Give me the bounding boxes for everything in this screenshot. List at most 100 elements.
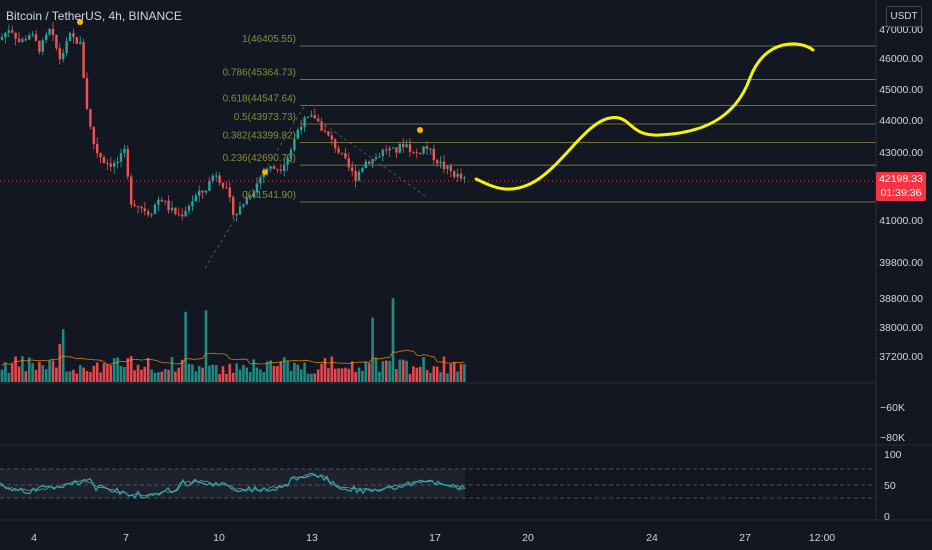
fib-level-label: 0.786(45364.73) — [223, 67, 296, 78]
volume-bar — [371, 317, 374, 382]
candle-body — [276, 168, 279, 170]
volume-tick-label: −80K — [880, 432, 905, 444]
candle-body — [436, 160, 439, 164]
candle-body — [245, 197, 248, 205]
candle-body — [255, 183, 259, 193]
volume-bar — [126, 358, 130, 382]
volume-bar — [174, 371, 177, 382]
candle-body — [368, 161, 371, 164]
volume-bar — [364, 361, 368, 382]
volume-bar — [238, 369, 242, 382]
candle-body — [269, 166, 272, 169]
volume-pane — [0, 298, 466, 382]
time-tick-label: 27 — [739, 532, 751, 544]
candle-body — [330, 135, 333, 140]
candle-body — [300, 126, 303, 130]
volume-bar — [197, 365, 201, 382]
candle-body — [432, 148, 435, 161]
volume-bar — [242, 365, 245, 382]
volume-bar — [85, 371, 89, 382]
candle-body — [378, 156, 381, 158]
fib-level-label: 0(41541.90) — [242, 190, 296, 201]
fib-level-label: 0.5(43973.73) — [234, 112, 296, 123]
candle-body — [48, 28, 51, 35]
volume-bar — [143, 366, 147, 382]
candle-body — [150, 213, 153, 215]
volume-bar — [306, 373, 310, 382]
candle-body — [51, 28, 55, 35]
candle-body — [191, 201, 194, 207]
volume-bar — [418, 366, 422, 382]
rsi-tick-label: 0 — [884, 511, 890, 523]
volume-bar — [201, 367, 204, 382]
volume-bar — [48, 360, 51, 382]
candle-body — [177, 213, 180, 215]
fibonacci-retracement[interactable]: 1(46405.55) 0.786(45364.73) 0.618(44547.64… — [0, 34, 876, 269]
currency-button[interactable]: USDT — [886, 6, 922, 27]
volume-bar — [412, 366, 415, 382]
candle-body — [446, 166, 449, 169]
candle-body — [425, 146, 429, 149]
volume-bar — [354, 371, 357, 382]
candle-body — [157, 199, 160, 205]
projection-drawing[interactable] — [474, 42, 815, 191]
candle-body — [96, 144, 99, 153]
candle-body — [75, 37, 78, 44]
candle-body — [55, 34, 58, 49]
candle-body — [344, 153, 347, 159]
candle-body — [232, 197, 235, 215]
volume-bar — [401, 359, 405, 382]
candle-body — [313, 115, 316, 119]
volume-bar — [265, 361, 269, 382]
volume-bar — [320, 363, 323, 382]
volume-ma-line — [1, 349, 465, 366]
volume-bar — [456, 371, 459, 382]
candle-body — [296, 129, 299, 139]
price-tick-label: 43000.00 — [879, 147, 923, 159]
volume-bar — [17, 366, 21, 382]
candle-body — [221, 182, 225, 188]
rsi-pane — [0, 468, 876, 500]
candle-body — [17, 38, 21, 42]
volume-bar — [422, 356, 425, 382]
volume-bar — [24, 371, 28, 382]
volume-bar — [262, 372, 266, 382]
candle-body — [72, 33, 75, 38]
candle-body — [453, 171, 456, 177]
candle-body — [272, 166, 276, 169]
fib-level-label: 0.382(43399.82) — [223, 130, 296, 141]
volume-bar — [439, 372, 442, 382]
candle-body — [449, 166, 452, 172]
volume-tick-label: −60K — [880, 402, 905, 414]
volume-bar — [459, 363, 463, 382]
volume-bar — [34, 369, 38, 382]
volume-bar — [384, 360, 388, 382]
candle-body — [361, 167, 364, 172]
candle-body — [62, 52, 65, 60]
candle-body — [28, 35, 31, 40]
candle-body — [109, 163, 112, 167]
volume-bar — [432, 366, 436, 382]
candle-body — [130, 176, 133, 205]
volume-bar — [446, 373, 449, 382]
candle-body — [58, 48, 61, 60]
volume-bar — [41, 365, 45, 382]
candle-body — [45, 34, 48, 41]
volume-bar — [123, 366, 126, 382]
volume-bar — [293, 362, 296, 382]
candle-body — [337, 148, 340, 153]
volume-bar — [191, 364, 194, 382]
volume-bar — [58, 343, 62, 382]
candle-body — [412, 151, 415, 153]
volume-bar — [160, 371, 164, 382]
volume-bar — [99, 372, 102, 382]
candle-body — [279, 169, 282, 171]
price-tick-label: 47000.00 — [879, 24, 923, 36]
fib-trend-line — [314, 117, 429, 199]
volume-bar — [259, 369, 262, 382]
candle-body — [133, 204, 136, 206]
price-tick-label: 44000.00 — [879, 115, 923, 127]
candle-body — [153, 204, 157, 214]
